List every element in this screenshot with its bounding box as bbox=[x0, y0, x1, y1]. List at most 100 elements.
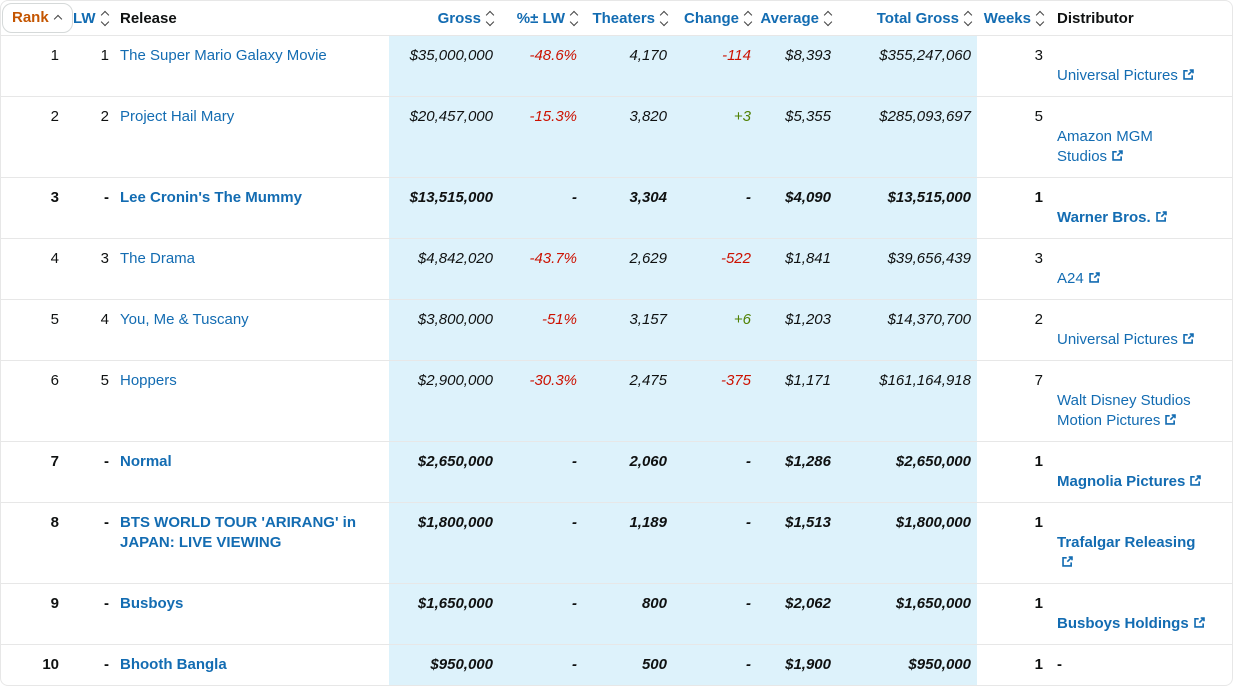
release-link[interactable]: Bhooth Bangla bbox=[120, 656, 227, 673]
distributor-name: Trafalgar Releasing bbox=[1057, 534, 1196, 551]
distributor-cell: Universal Pictures bbox=[1047, 299, 1232, 361]
distributor-name: Busboys Holdings bbox=[1057, 615, 1189, 632]
distributor-link[interactable]: Amazon MGM Studios bbox=[1057, 128, 1153, 165]
lw-cell: - bbox=[73, 502, 117, 584]
average-cell: $2,062 bbox=[755, 583, 835, 645]
column-header-label: Weeks bbox=[983, 9, 1031, 27]
release-cell: BTS WORLD TOUR 'ARIRANG' in JAPAN: LIVE … bbox=[117, 502, 389, 584]
column-header-lw[interactable]: LW bbox=[73, 1, 117, 36]
external-link-icon bbox=[1062, 556, 1073, 567]
distributor-link[interactable]: A24 bbox=[1057, 270, 1101, 287]
external-link-icon bbox=[1193, 617, 1205, 628]
weeks-cell: 1 bbox=[977, 441, 1047, 503]
total-gross-cell: $1,800,000 bbox=[835, 502, 977, 584]
rank-cell: 6 bbox=[1, 360, 73, 442]
column-header-release[interactable]: Release bbox=[117, 1, 389, 36]
pct-lw-cell: -48.6% bbox=[503, 35, 585, 97]
release-link[interactable]: Normal bbox=[120, 453, 172, 470]
total-gross-cell: $39,656,439 bbox=[835, 238, 977, 300]
distributor-cell: Warner Bros. bbox=[1047, 177, 1232, 239]
change-cell: -375 bbox=[671, 360, 755, 442]
average-cell: $1,513 bbox=[755, 502, 835, 584]
column-header-distributor[interactable]: Distributor bbox=[1047, 1, 1232, 36]
column-header-gross[interactable]: Gross bbox=[389, 1, 503, 36]
distributor-name: Warner Bros. bbox=[1057, 209, 1151, 226]
change-cell: - bbox=[671, 177, 755, 239]
change-cell: - bbox=[671, 644, 755, 685]
column-header-change[interactable]: Change bbox=[671, 1, 755, 36]
total-gross-cell: $2,650,000 bbox=[835, 441, 977, 503]
distributor-link[interactable]: Universal Pictures bbox=[1057, 331, 1195, 348]
release-link[interactable]: You, Me & Tuscany bbox=[120, 311, 249, 328]
column-header-label: Theaters bbox=[592, 9, 655, 27]
gross-cell: $13,515,000 bbox=[389, 177, 503, 239]
distributor-cell: Trafalgar Releasing bbox=[1047, 502, 1232, 584]
lw-cell: 5 bbox=[73, 360, 117, 442]
lw-cell: - bbox=[73, 583, 117, 645]
release-cell: The Super Mario Galaxy Movie bbox=[117, 35, 389, 97]
release-link[interactable]: Hoppers bbox=[120, 372, 177, 389]
column-header-theaters[interactable]: Theaters bbox=[585, 1, 671, 36]
release-link[interactable]: Project Hail Mary bbox=[120, 108, 235, 125]
pct-lw-cell: - bbox=[503, 441, 585, 503]
column-header-label: %± LW bbox=[516, 9, 565, 27]
total-gross-cell: $14,370,700 bbox=[835, 299, 977, 361]
rank-cell: 2 bbox=[1, 96, 73, 178]
weeks-cell: 5 bbox=[977, 96, 1047, 178]
gross-cell: $35,000,000 bbox=[389, 35, 503, 97]
distributor-link[interactable]: Magnolia Pictures bbox=[1057, 473, 1202, 490]
pct-lw-cell: - bbox=[503, 583, 585, 645]
rank-cell: 4 bbox=[1, 238, 73, 300]
sort-icon bbox=[569, 10, 579, 27]
lw-cell: 1 bbox=[73, 35, 117, 97]
release-link[interactable]: The Drama bbox=[120, 250, 196, 267]
distributor-name: Amazon MGM Studios bbox=[1057, 128, 1153, 165]
weeks-cell: 3 bbox=[977, 238, 1047, 300]
average-cell: $1,203 bbox=[755, 299, 835, 361]
distributor-name: Walt Disney Studios Motion Pictures bbox=[1057, 392, 1191, 429]
release-cell: Bhooth Bangla bbox=[117, 644, 389, 685]
external-link-icon bbox=[1112, 150, 1123, 161]
release-cell: You, Me & Tuscany bbox=[117, 299, 389, 361]
distributor-link[interactable]: Trafalgar Releasing bbox=[1057, 534, 1195, 571]
sort-icon bbox=[100, 10, 109, 27]
release-link[interactable]: Lee Cronin's The Mummy bbox=[120, 189, 302, 206]
release-link[interactable]: The Super Mario Galaxy Movie bbox=[120, 47, 327, 64]
column-header-pct_lw[interactable]: %± LW bbox=[503, 1, 585, 36]
column-header-label: Release bbox=[120, 9, 177, 27]
pct-lw-cell: -51% bbox=[503, 299, 585, 361]
distributor-link[interactable]: Warner Bros. bbox=[1057, 209, 1168, 226]
gross-cell: $3,800,000 bbox=[389, 299, 503, 361]
release-cell: Normal bbox=[117, 441, 389, 503]
external-link-icon bbox=[1183, 69, 1194, 80]
table-row: 10 - Bhooth Bangla $950,000 - 500 - $1,9… bbox=[1, 644, 1232, 685]
average-cell: $1,900 bbox=[755, 644, 835, 685]
release-link[interactable]: Busboys bbox=[120, 595, 184, 612]
column-header-weeks[interactable]: Weeks bbox=[977, 1, 1047, 36]
column-header-total_gross[interactable]: Total Gross bbox=[835, 1, 977, 36]
rank-cell: 7 bbox=[1, 441, 73, 503]
external-link-icon bbox=[1183, 333, 1194, 344]
weeks-cell: 1 bbox=[977, 644, 1047, 685]
distributor-name: Universal Pictures bbox=[1057, 331, 1178, 348]
lw-cell: 2 bbox=[73, 96, 117, 178]
pct-lw-cell: - bbox=[503, 177, 585, 239]
distributor-cell: Magnolia Pictures bbox=[1047, 441, 1232, 503]
gross-cell: $2,900,000 bbox=[389, 360, 503, 442]
column-header-rank[interactable]: Rank bbox=[1, 1, 73, 36]
distributor-link[interactable]: Walt Disney Studios Motion Pictures bbox=[1057, 392, 1191, 429]
sort-icon bbox=[1035, 10, 1045, 27]
theaters-cell: 3,820 bbox=[585, 96, 671, 178]
distributor-link[interactable]: Busboys Holdings bbox=[1057, 615, 1206, 632]
lw-cell: - bbox=[73, 441, 117, 503]
external-link-icon bbox=[1190, 475, 1202, 486]
theaters-cell: 2,060 bbox=[585, 441, 671, 503]
column-header-average[interactable]: Average bbox=[755, 1, 835, 36]
distributor-link[interactable]: Universal Pictures bbox=[1057, 67, 1195, 84]
gross-cell: $20,457,000 bbox=[389, 96, 503, 178]
release-link[interactable]: BTS WORLD TOUR 'ARIRANG' in JAPAN: LIVE … bbox=[120, 514, 357, 551]
average-cell: $1,841 bbox=[755, 238, 835, 300]
external-link-icon bbox=[1165, 414, 1177, 425]
lw-cell: 3 bbox=[73, 238, 117, 300]
